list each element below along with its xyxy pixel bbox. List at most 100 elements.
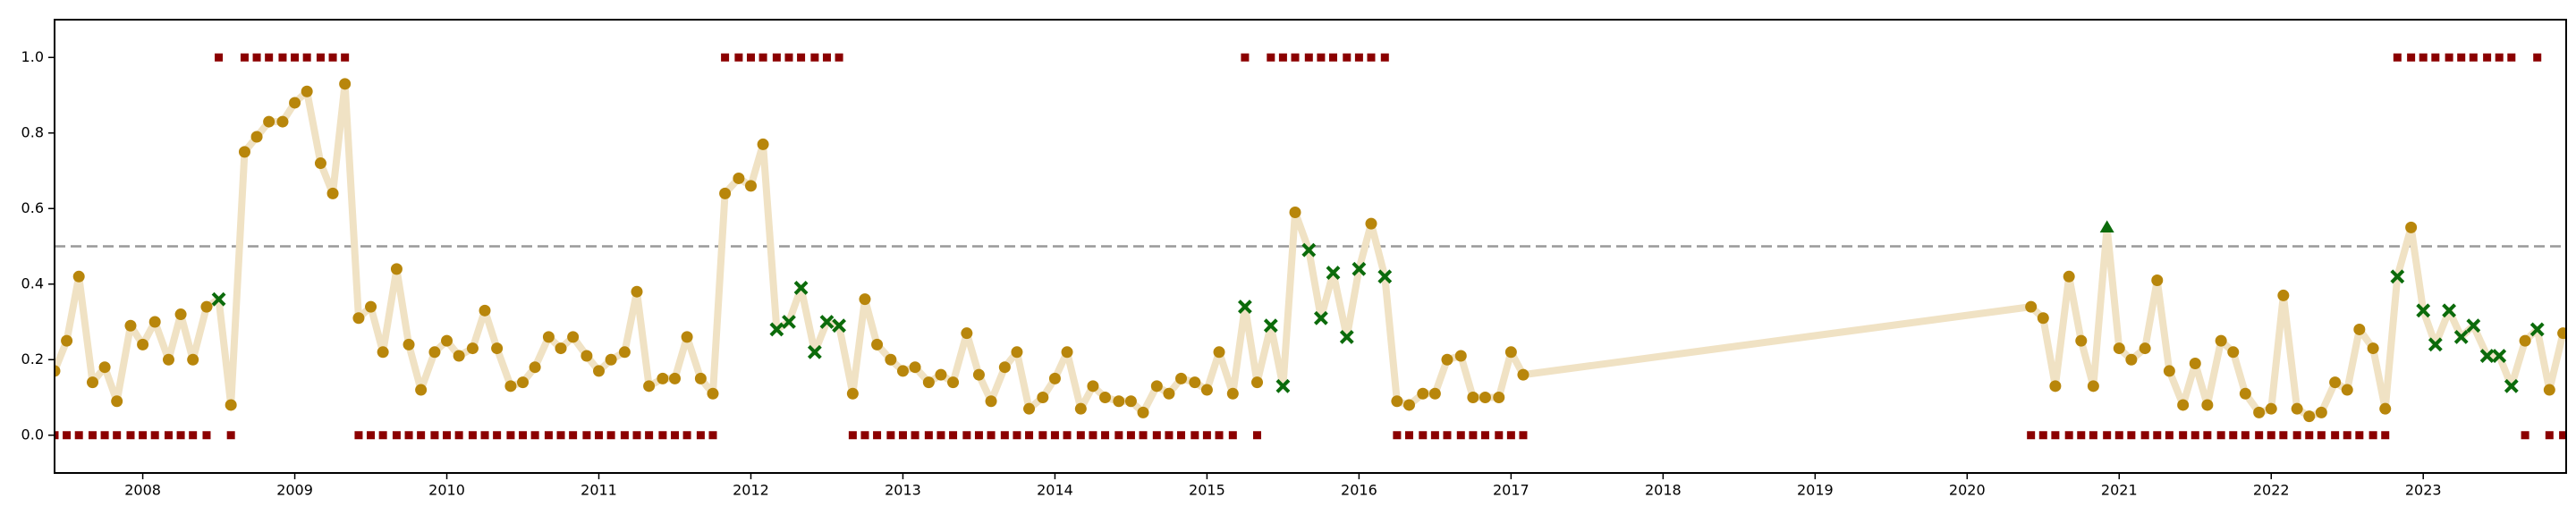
label-marker [1354, 53, 1363, 62]
score-marker [174, 308, 187, 321]
score-marker [2227, 346, 2240, 359]
score-marker [111, 395, 123, 408]
score-marker [2163, 365, 2175, 377]
score-marker [2405, 221, 2418, 233]
score-marker [1391, 395, 1403, 408]
false-alarm-marker [2099, 220, 2114, 232]
score-marker [1163, 387, 1175, 400]
label-marker [2077, 431, 2086, 440]
score-marker [2151, 274, 2164, 287]
label-marker [2064, 431, 2073, 440]
label-marker [2267, 431, 2275, 440]
label-marker [734, 53, 743, 62]
label-marker [2355, 431, 2364, 440]
score-marker [428, 346, 441, 359]
miss-marker [1326, 266, 1341, 280]
score-marker [643, 380, 656, 393]
score-marker [871, 338, 884, 350]
score-marker [896, 365, 909, 377]
label-marker [2127, 431, 2136, 440]
score-marker [885, 353, 897, 366]
score-marker [1402, 399, 1415, 411]
miss-marker [793, 281, 809, 295]
label-marker [658, 431, 667, 440]
label-marker [2381, 431, 2390, 440]
score-marker [1124, 395, 1137, 408]
score-marker [2253, 406, 2266, 418]
label-marker [721, 53, 730, 62]
score-marker [1251, 376, 1264, 389]
score-marker [491, 342, 504, 355]
label-marker [758, 53, 767, 62]
score-marker [402, 338, 415, 350]
label-marker [2419, 53, 2428, 62]
label-marker [1089, 431, 1097, 440]
label-marker [1456, 431, 1465, 440]
label-marker [2343, 431, 2351, 440]
score-marker [365, 300, 377, 313]
label-marker [240, 53, 249, 62]
miss-marker [1263, 318, 1278, 333]
miss-marker [2416, 303, 2431, 318]
label-marker [924, 431, 933, 440]
label-marker [1328, 53, 1337, 62]
label-marker [74, 431, 83, 440]
miss-marker [1301, 242, 1317, 258]
score-marker [1011, 346, 1023, 359]
label-marker [316, 53, 325, 62]
score-marker [2239, 387, 2251, 400]
label-marker [2229, 431, 2238, 440]
label-marker [822, 53, 831, 62]
label-marker [595, 431, 604, 440]
score-marker [707, 387, 719, 400]
score-marker [2177, 399, 2190, 411]
score-line [55, 80, 2566, 420]
score-marker [1213, 346, 1225, 359]
score-marker [2353, 323, 2366, 335]
score-marker [631, 285, 643, 298]
label-marker [772, 53, 781, 62]
label-marker [2559, 431, 2566, 440]
score-marker [2037, 312, 2049, 325]
label-marker [2507, 53, 2516, 62]
label-marker [1304, 53, 1313, 62]
label-marker [784, 53, 793, 62]
label-marker [1101, 431, 1110, 440]
label-marker [708, 431, 717, 440]
score-marker [2329, 376, 2342, 389]
y-tick-label: 0.6 [21, 199, 44, 216]
label-marker [88, 431, 97, 440]
miss-marker [2442, 303, 2457, 318]
label-marker [252, 53, 261, 62]
score-marker [98, 361, 111, 374]
score-marker [846, 387, 859, 400]
label-marker [2153, 431, 2162, 440]
score-marker [314, 157, 326, 170]
label-marker [2179, 431, 2188, 440]
label-marker [2165, 431, 2174, 440]
label-marker [100, 431, 109, 440]
score-marker [2543, 384, 2555, 396]
score-marker [593, 365, 606, 377]
y-tick-label: 0.0 [21, 426, 44, 443]
label-marker [1177, 431, 1186, 440]
x-tick-label: 2009 [276, 482, 313, 499]
label-marker [569, 431, 578, 440]
miss-marker [211, 291, 226, 307]
label-marker [2114, 431, 2123, 440]
score-marker [757, 138, 769, 150]
miss-marker [769, 322, 784, 337]
label-marker [1050, 431, 1059, 440]
score-marker [2367, 342, 2379, 355]
label-marker [2038, 431, 2047, 440]
miss-marker [2479, 349, 2495, 363]
label-marker [164, 431, 173, 440]
label-marker [620, 431, 629, 440]
label-marker [493, 431, 502, 440]
score-marker [1150, 380, 1163, 393]
score-marker [238, 146, 250, 158]
score-marker [2303, 410, 2316, 423]
score-marker [681, 331, 693, 343]
